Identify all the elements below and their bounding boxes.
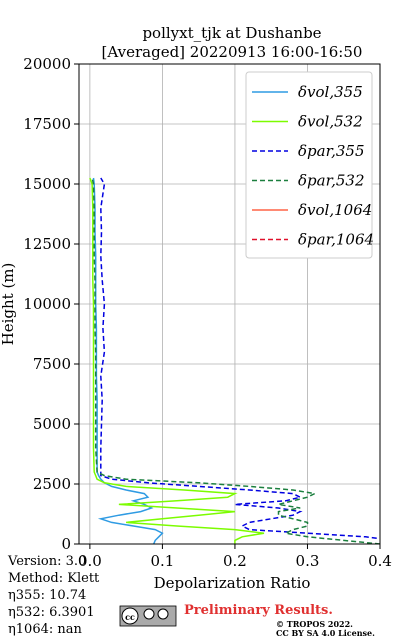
y-tick-label: 17500 — [23, 115, 71, 133]
x-axis-label: Depolarization Ratio — [154, 574, 311, 592]
plot-frame — [78, 63, 381, 545]
chart-title: pollyxt_tjk at Dushanbe — [142, 24, 321, 42]
info-line: η532: 6.3901 — [8, 605, 95, 620]
x-tick-label: 0.4 — [368, 552, 392, 570]
y-tick-label: 15000 — [23, 175, 71, 193]
y-axis-label: Height (m) — [0, 263, 17, 346]
series-line — [100, 177, 380, 540]
y-tick-label: 5000 — [33, 415, 71, 433]
y-tick-label: 0 — [61, 535, 71, 553]
y-tick-label: 20000 — [23, 55, 71, 73]
series-line — [89, 177, 265, 544]
info-line: Version: 3.0 — [7, 554, 86, 569]
y-tick-label: 12500 — [23, 235, 71, 253]
x-tick-label: 0.0 — [78, 552, 102, 570]
svg-text:cc: cc — [125, 612, 135, 622]
x-tick-label: 0.2 — [223, 552, 247, 570]
legend-box — [245, 71, 373, 259]
info-line: η1064: nan — [8, 622, 83, 637]
legend-label: δvol,532 — [298, 113, 363, 131]
legend-label: δvol,355 — [298, 83, 363, 101]
x-tick-label: 0.1 — [150, 552, 174, 570]
info-line: Method: Klett — [8, 571, 100, 586]
legend-label: δpar,355 — [298, 142, 365, 160]
y-tick-label: 7500 — [33, 355, 71, 373]
y-tick-label: 10000 — [23, 295, 71, 313]
info-line: η355: 10.74 — [8, 588, 86, 603]
license: © TROPOS 2022. — [276, 619, 353, 629]
plot-area — [89, 177, 380, 544]
series-line — [91, 177, 380, 544]
license: CC BY SA 4.0 License. — [276, 628, 375, 638]
series-line — [92, 177, 164, 544]
x-tick-label: 0.3 — [296, 552, 320, 570]
legend-label: δpar,1064 — [298, 231, 374, 249]
stamp: Preliminary Results. — [184, 603, 333, 618]
y-tick-label: 2500 — [33, 475, 71, 493]
legend-label: δpar,532 — [298, 172, 365, 190]
cc-logo: cc — [119, 605, 177, 627]
legend-label: δvol,1064 — [298, 201, 372, 219]
info: Version: 3.0 Method: Klett η355: 10.74 η532… — [7, 554, 100, 637]
chart-subtitle: [Averaged] 20220913 16:00-16:50 — [102, 43, 363, 61]
